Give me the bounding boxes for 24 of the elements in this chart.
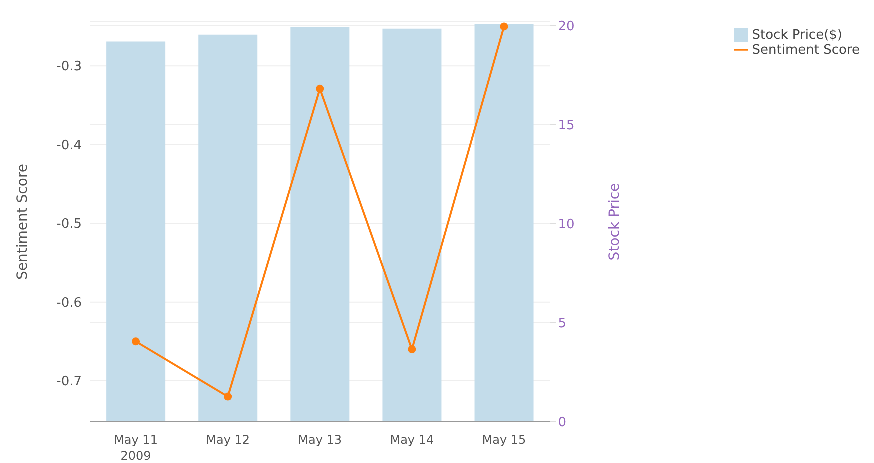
x-tick-label: May 14 [390, 433, 434, 447]
point [316, 84, 324, 93]
y-tick-label: -0.7 [56, 374, 82, 390]
x-tick-label: May 15 [482, 433, 526, 447]
point [224, 392, 232, 401]
point [500, 22, 508, 31]
y2-tick-label: 5 [558, 316, 567, 332]
y2-tick-label: 15 [558, 118, 575, 134]
point [408, 346, 416, 354]
point [132, 338, 140, 346]
y2-tick-label: 0 [558, 416, 567, 431]
y-tick-label: -0.5 [56, 217, 82, 232]
x-tick-label: May 11 2009 [114, 433, 158, 463]
y2-tick-label: 20 [558, 20, 575, 35]
y-axis-title: Sentiment Score [14, 164, 31, 280]
y-tick-label: -0.4 [56, 138, 82, 154]
x-tick-label: May 13 [298, 433, 342, 447]
legend-label: Sentiment Score [752, 43, 860, 58]
x-tick-label: May 12 [206, 433, 250, 447]
y-tick-label: -0.3 [56, 60, 82, 75]
y2-axis-title: Stock Price [607, 183, 624, 261]
y2-tick-label: 10 [558, 218, 575, 233]
y-tick-label: -0.6 [56, 296, 82, 311]
legend-label: Stock Price($) [752, 28, 842, 43]
